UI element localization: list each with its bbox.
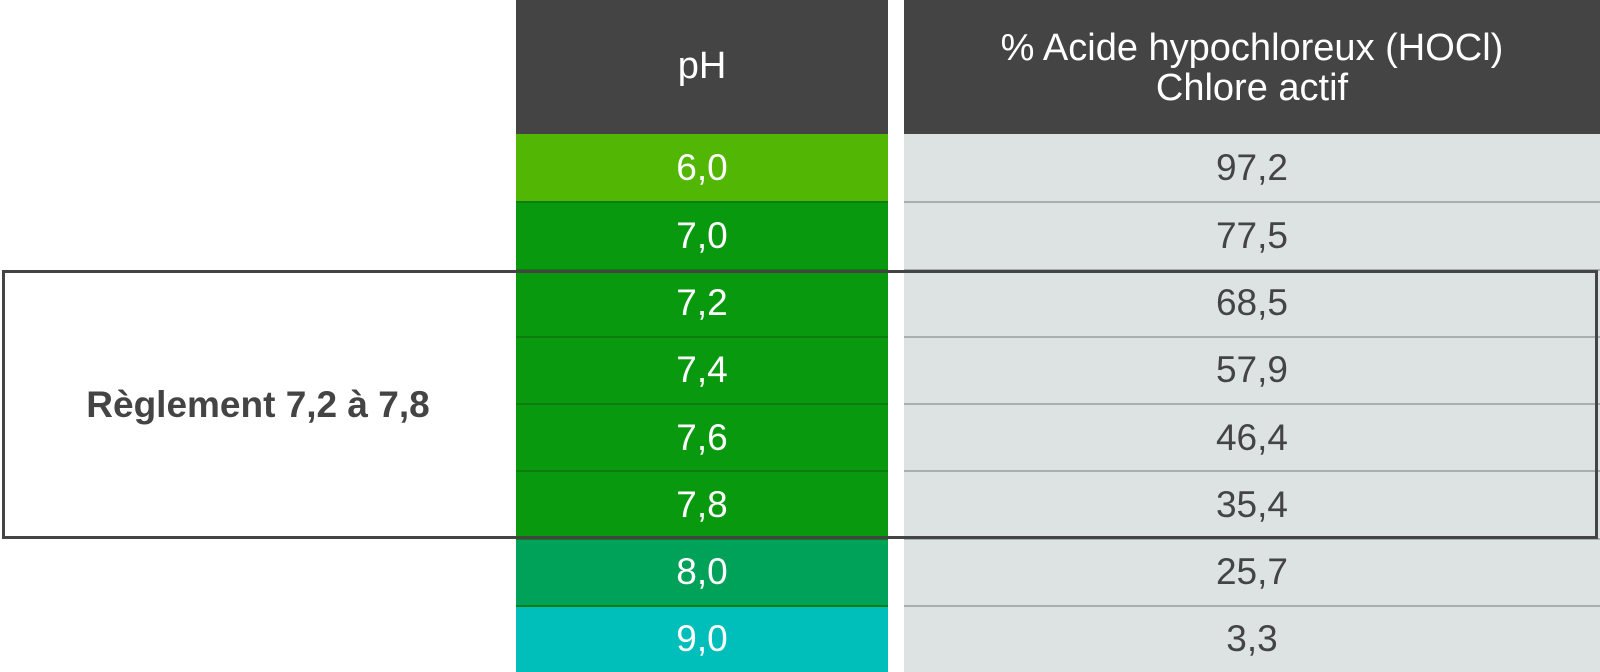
percent-cell: 3,3 xyxy=(904,604,1600,672)
percent-cell: 68,5 xyxy=(904,268,1600,336)
percent-cell: 35,4 xyxy=(904,470,1600,538)
ph-cell: 6,0 xyxy=(516,134,888,202)
ph-header-label: pH xyxy=(677,45,727,88)
ph-column: 6,0 7,0 7,2 7,4 7,6 7,8 8,0 9,0 xyxy=(516,134,888,672)
ph-cell: 7,4 xyxy=(516,335,888,403)
percent-cell: 77,5 xyxy=(904,201,1600,269)
ph-column-header: pH xyxy=(516,0,888,134)
percent-header-line2: Chlore actif xyxy=(1155,67,1349,109)
ph-cell: 7,0 xyxy=(516,201,888,269)
ph-cell: 7,2 xyxy=(516,268,888,336)
percent-column: 97,2 77,5 68,5 57,9 46,4 35,4 25,7 3,3 xyxy=(904,134,1600,672)
percent-header-line1: % Acide hypochloreux (HOCl) xyxy=(1000,27,1504,70)
ph-cell: 8,0 xyxy=(516,537,888,605)
percent-cell: 25,7 xyxy=(904,537,1600,605)
ph-cell: 9,0 xyxy=(516,604,888,672)
percent-cell: 57,9 xyxy=(904,335,1600,403)
ph-cell: 7,8 xyxy=(516,470,888,538)
regulation-range-label: Règlement 7,2 à 7,8 xyxy=(86,383,430,425)
ph-cell: 7,6 xyxy=(516,403,888,471)
percent-column-header: % Acide hypochloreux (HOCl) Chlore actif xyxy=(904,0,1600,134)
percent-cell: 46,4 xyxy=(904,403,1600,471)
percent-cell: 97,2 xyxy=(904,134,1600,202)
